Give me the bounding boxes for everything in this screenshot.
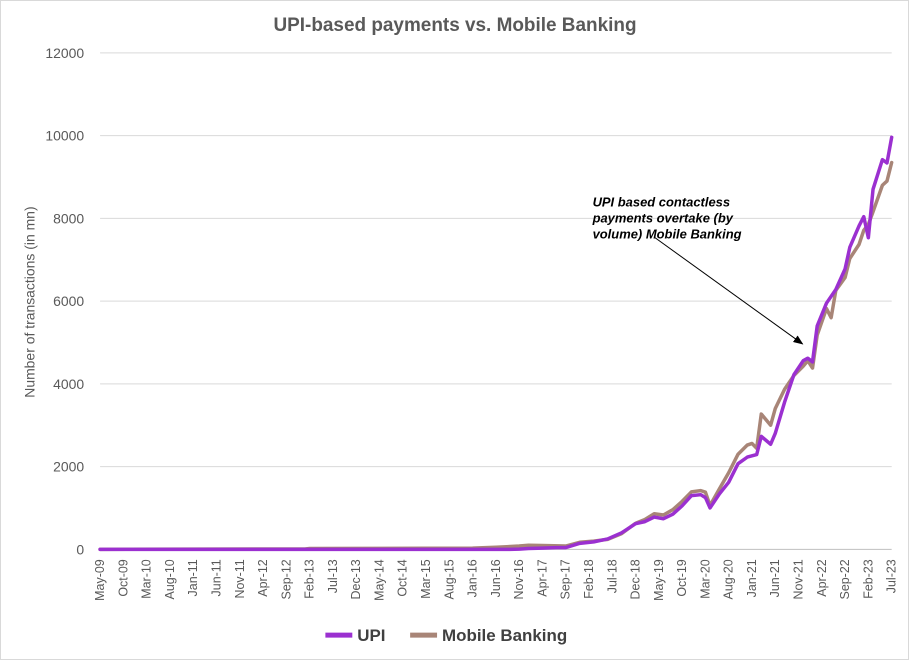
- x-tick-label: Oct-19: [675, 559, 689, 596]
- annotation: UPI based contactless payments overtake …: [592, 194, 804, 345]
- x-tick-label: Mar-15: [419, 559, 433, 599]
- x-tick-label: Nov-16: [512, 559, 526, 599]
- y-tick-label: 10000: [45, 128, 84, 144]
- x-tick-label: Jun-21: [768, 559, 782, 597]
- x-tick-label: Jun-11: [209, 559, 223, 596]
- y-tick-label: 4000: [53, 376, 84, 392]
- annotation-arrow: [654, 236, 804, 345]
- legend-label-upi: UPI: [357, 626, 385, 645]
- x-tick-label: Oct-14: [396, 559, 410, 596]
- x-tick-label: Sep-12: [279, 559, 293, 599]
- y-axis-ticks: 0 2000 4000 6000 8000 10000 12000: [45, 45, 84, 557]
- x-tick-label: May-19: [652, 559, 666, 601]
- y-tick-label: 8000: [53, 210, 84, 226]
- x-tick-label: Jun-16: [489, 559, 503, 597]
- legend: UPI Mobile Banking: [325, 626, 567, 645]
- x-axis: May-09 Oct-09 Mar-10 Aug-10 Jan-11 Jun-11 Nov-…: [93, 548, 899, 601]
- x-tick-label: Dec-18: [629, 559, 643, 599]
- y-tick-label: 6000: [53, 293, 84, 309]
- x-tick-label: Feb-18: [582, 559, 596, 599]
- x-tick-label: Jul-18: [605, 559, 619, 593]
- y-tick-label: 0: [76, 541, 84, 557]
- x-tick-label: May-09: [93, 559, 107, 601]
- x-tick-label: Nov-11: [233, 559, 247, 598]
- x-tick-label: Feb-13: [303, 559, 317, 599]
- y-axis-label: Number of transactions (in mn): [21, 206, 37, 397]
- x-tick-label: Aug-20: [722, 559, 736, 599]
- x-tick-label: Aug-15: [442, 559, 456, 599]
- y-tick-label: 2000: [53, 459, 84, 475]
- x-tick-label: Feb-23: [861, 559, 875, 599]
- chart-title: UPI-based payments vs. Mobile Banking: [273, 15, 636, 36]
- x-tick-label: Sep-17: [559, 559, 573, 599]
- x-tick-label: Mar-20: [698, 559, 712, 599]
- series-line-mobile-banking: [98, 160, 894, 552]
- x-tick-label: Oct-09: [116, 559, 130, 596]
- legend-label-mobile-banking: Mobile Banking: [442, 626, 567, 645]
- x-tick-label: Jan-21: [745, 559, 759, 597]
- x-tick-label: Apr-17: [535, 559, 549, 596]
- x-tick-label: Dec-13: [349, 559, 363, 599]
- x-tick-label: May-14: [372, 559, 386, 601]
- annotation-line-2: payments overtake (by: [592, 210, 734, 225]
- x-tick-label: Nov-21: [792, 559, 806, 599]
- annotation-line-1: UPI based contactless: [593, 194, 731, 209]
- annotation-line-3: volume) Mobile Banking: [593, 226, 742, 241]
- x-tick-label: Apr-12: [256, 559, 270, 596]
- x-tick-label: Apr-22: [815, 559, 829, 596]
- gridlines: [100, 52, 892, 468]
- x-tick-label: Jan-16: [466, 559, 480, 597]
- x-tick-label: Jul-23: [885, 559, 899, 593]
- x-tick-label: Mar-10: [140, 559, 154, 599]
- x-tick-label: Jan-11: [186, 559, 200, 596]
- x-tick-label: Jul-13: [326, 559, 340, 593]
- y-tick-label: 12000: [45, 45, 84, 61]
- x-tick-label: Sep-22: [838, 559, 852, 599]
- x-tick-label: Aug-10: [163, 559, 177, 599]
- series-lines: [98, 135, 894, 552]
- series-line-upi: [98, 135, 894, 552]
